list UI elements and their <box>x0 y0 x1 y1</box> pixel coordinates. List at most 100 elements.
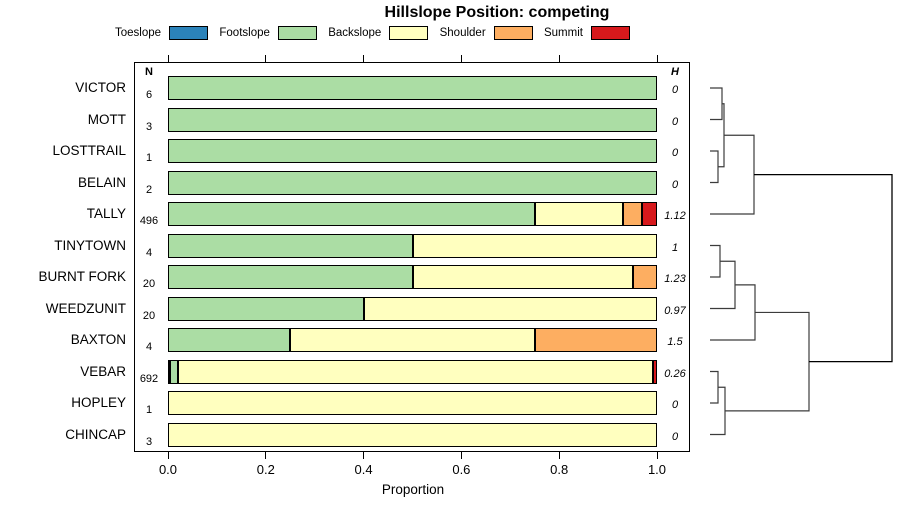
stacked-bar <box>168 422 657 447</box>
bar-segment-footslope <box>170 359 178 384</box>
dendrogram-merge-m7 <box>710 284 756 341</box>
dendrogram-merge-m6 <box>710 260 736 310</box>
category-label: WEEDZUNIT <box>45 300 126 316</box>
bar-segment-backslope <box>168 422 657 447</box>
stacked-bar <box>168 359 657 384</box>
axis-tick-label: 0.4 <box>354 462 373 477</box>
stacked-bar <box>168 328 657 352</box>
n-value: 1 <box>145 404 153 416</box>
n-value: 6 <box>145 89 153 101</box>
n-value: 496 <box>139 215 159 227</box>
axis-tick <box>656 452 658 459</box>
n-column-header: N <box>145 66 153 78</box>
h-value: 1.23 <box>664 273 686 285</box>
axis-tick <box>558 55 560 62</box>
category-label: LOSTTRAIL <box>52 143 126 158</box>
legend-swatch <box>169 26 209 40</box>
axis-tick <box>167 452 169 459</box>
stacked-bar <box>168 391 657 415</box>
bar-segment-summit <box>642 202 657 226</box>
axis-tick-label: 0.6 <box>452 462 471 477</box>
category-label: VEBAR <box>80 363 126 379</box>
legend-label: Shoulder <box>439 27 486 39</box>
n-value: 3 <box>145 120 153 133</box>
legend-swatch <box>389 26 429 40</box>
bar-segment-footslope <box>168 296 364 321</box>
dendrogram-merge-m10 <box>725 311 810 412</box>
bar-segment-backslope <box>534 202 623 226</box>
dendrogram-merge-m8 <box>710 370 719 404</box>
bar-segment-backslope <box>363 296 657 321</box>
category-label: TALLY <box>86 206 126 221</box>
dendrogram <box>710 87 893 436</box>
h-value: 0 <box>671 178 679 191</box>
bar-segment-footslope <box>168 170 657 195</box>
axis-tick-label: 1.0 <box>647 462 667 477</box>
legend-swatch <box>590 26 630 40</box>
dendrogram-merge-m4 <box>710 134 755 215</box>
stacked-bar <box>168 233 657 258</box>
h-value: 0.97 <box>664 304 686 317</box>
axis-tick-label: 0.8 <box>550 462 569 477</box>
dendrogram-merge-m2 <box>710 150 719 184</box>
stacked-bar <box>168 76 657 100</box>
bar-segment-backslope <box>168 391 657 415</box>
dendrogram-merge-m1 <box>710 87 723 121</box>
category-label: BELAIN <box>77 174 126 190</box>
legend-item: Backslope <box>328 26 429 40</box>
category-label: VICTOR <box>75 80 126 95</box>
bar-segment-shoulder <box>632 265 657 289</box>
n-value: 2 <box>145 183 153 196</box>
n-value: 20 <box>142 278 156 290</box>
axis-tick <box>363 452 365 459</box>
n-value: 4 <box>145 246 153 259</box>
plot-box <box>134 62 690 452</box>
h-value: 0 <box>671 84 679 96</box>
legend-swatch <box>493 26 533 40</box>
bar-segment-footslope <box>168 233 413 258</box>
h-value: 0 <box>671 115 679 128</box>
axis-tick <box>558 452 560 459</box>
category-label: TINYTOWN <box>54 237 126 253</box>
h-column-header: H <box>671 66 679 78</box>
axis-tick <box>460 452 462 459</box>
category-label: CHINCAP <box>65 426 126 442</box>
bar-segment-backslope <box>177 359 654 384</box>
h-value: 0 <box>671 147 679 159</box>
legend-swatch <box>277 26 317 40</box>
h-value: 1.5 <box>667 336 683 348</box>
dendrogram-merge-m5 <box>710 244 721 278</box>
axis-tick <box>460 55 462 62</box>
bar-segment-shoulder <box>622 202 643 226</box>
bar-segment-footslope <box>168 139 657 163</box>
h-value: 0 <box>671 399 679 411</box>
dendrogram-merge-m11 <box>754 173 893 363</box>
n-value: 1 <box>145 152 153 164</box>
axis-tick <box>167 55 169 62</box>
axis-tick <box>656 55 658 62</box>
bar-segment-footslope <box>168 328 291 352</box>
legend-label: Backslope <box>328 27 382 39</box>
h-value: 1 <box>671 241 679 254</box>
n-value: 4 <box>145 341 153 353</box>
stacked-bar <box>168 265 657 289</box>
bar-segment-toeslope <box>168 359 171 384</box>
h-value: 0 <box>671 430 679 443</box>
legend-label: Toeslope <box>115 27 162 39</box>
bar-segment-footslope <box>168 202 535 226</box>
legend-label: Summit <box>543 27 583 39</box>
n-value: 692 <box>139 372 159 385</box>
bar-segment-backslope <box>412 265 633 289</box>
axis-tick <box>265 55 267 62</box>
category-label: HOPLEY <box>71 395 126 410</box>
axis-tick <box>363 55 365 62</box>
stacked-bar <box>168 296 657 321</box>
category-label: BURNT FORK <box>38 269 126 284</box>
stacked-bar <box>168 202 657 226</box>
legend-item: Toeslope <box>115 26 209 40</box>
bar-segment-backslope <box>412 233 657 258</box>
axis-tick-label: 0.0 <box>158 462 178 477</box>
x-axis-label: Proportion <box>381 482 445 497</box>
stacked-bar <box>168 107 657 132</box>
